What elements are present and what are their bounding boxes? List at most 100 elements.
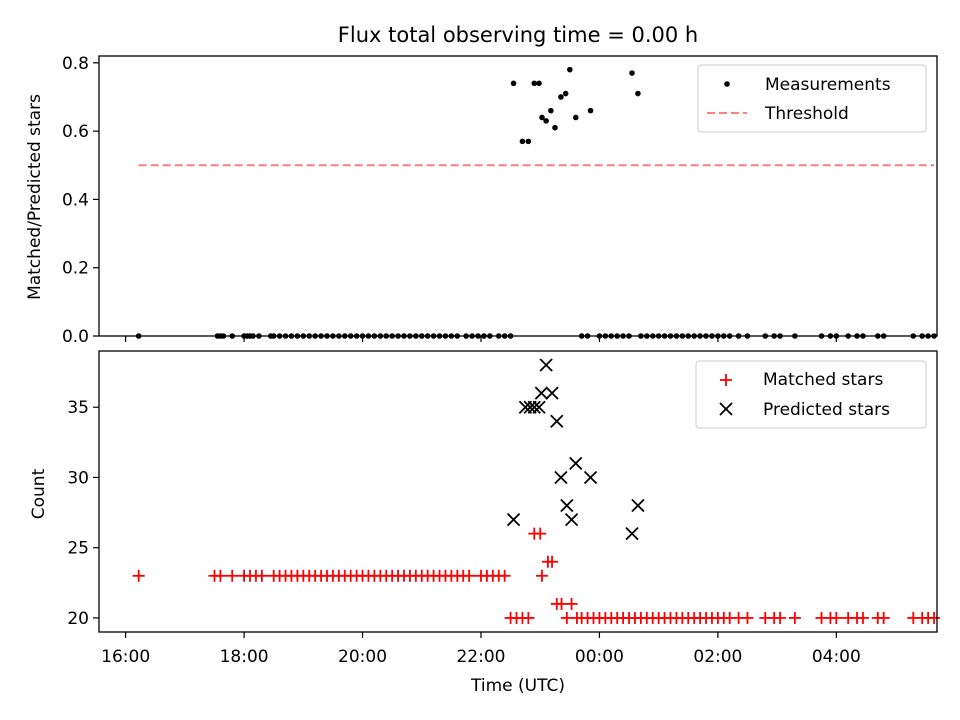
measurement-point-54 [531, 80, 538, 87]
predicted-star-stroke-b [625, 527, 639, 541]
measurement-point-61 [562, 90, 569, 97]
predicted-star-stroke-b [569, 456, 583, 471]
measurement-point-65 [629, 70, 635, 76]
legend-matched-label: Matched stars [763, 370, 883, 390]
matched-star-point-59 [565, 597, 578, 610]
predicted-star-point-13 [583, 470, 598, 485]
matched-star-point-58 [560, 611, 573, 624]
legend-predicted-marker [719, 402, 733, 416]
matched-star-point-7 [255, 569, 268, 582]
predicted-star-point-0 [506, 512, 521, 527]
bottom-plot-marks [132, 358, 941, 624]
measurement-point-53 [525, 138, 532, 145]
legend-predicted-label: Predicted stars [763, 400, 890, 420]
top-ytick-label-0: 0.0 [62, 327, 89, 347]
matched-star-point-91 [774, 611, 787, 624]
measurement-point-59 [552, 124, 558, 131]
xtick-label-6: 04:00 [812, 647, 861, 667]
legend-threshold-label: Threshold [764, 104, 849, 124]
top-plot-panel: 0.00.20.40.60.8 Matched/Predicted stars … [25, 54, 938, 347]
xtick-label-4: 00:00 [575, 647, 624, 667]
xtick-label-1: 18:00 [220, 647, 269, 667]
xtick-label-2: 20:00 [338, 647, 387, 667]
predicted-star-point-4 [532, 400, 546, 414]
bottom-plot-frame [98, 350, 938, 633]
bottom-legend: Matched stars Predicted stars [695, 360, 927, 429]
predicted-star-stroke-b [539, 358, 553, 372]
predicted-star-point-6 [539, 358, 553, 372]
matched-star-point-57 [555, 597, 568, 610]
measurement-point-62 [567, 66, 573, 73]
measurement-point-56 [539, 114, 545, 121]
matched-star-point-55 [546, 555, 559, 568]
xtick-label-5: 02:00 [693, 647, 742, 667]
measurement-point-51 [510, 80, 517, 87]
predicted-star-point-15 [631, 498, 645, 513]
matched-star-point-41 [463, 569, 476, 582]
measurement-point-66 [635, 90, 641, 97]
matched-star-point-50 [522, 611, 535, 624]
measurement-point-57 [543, 118, 549, 124]
matched-star-point-95 [830, 611, 843, 624]
predicted-star-point-5 [534, 386, 549, 400]
predicted-star-point-10 [560, 498, 574, 513]
measurement-point-52 [519, 138, 526, 145]
matched-star-point-2 [214, 569, 227, 582]
top-legend-box [697, 64, 927, 133]
predicted-star-stroke-b [545, 386, 559, 400]
top-ytick-label-4: 0.8 [62, 54, 89, 74]
x-axis-label: Time (UTC) [470, 676, 565, 696]
matched-star-point-88 [741, 611, 754, 624]
predicted-star-stroke-b [560, 498, 574, 513]
matched-star-point-53 [535, 569, 548, 582]
bottom-ytick-label-0: 20 [67, 609, 89, 629]
bottom-y-ticks: 20 25 30 35 [67, 398, 99, 629]
measurement-point-63 [572, 114, 579, 121]
chart-title: Flux total observing time = 0.00 h [338, 23, 698, 47]
top-legend: Measurements Threshold [697, 64, 927, 133]
bottom-ytick-label-2: 30 [67, 468, 89, 488]
bottom-x-ticks: 16:00 18:00 20:00 22:00 00:00 02:00 04:00 [101, 632, 861, 667]
predicted-star-point-3 [527, 400, 541, 414]
bottom-plot-panel: 20 25 30 35 16:00 18:00 20:00 22:00 00:00 02:00 0… [29, 350, 941, 696]
matched-star-point-100 [877, 611, 890, 624]
top-y-axis-label: Matched/Predicted stars [25, 94, 45, 300]
matched-star-point-46 [498, 569, 511, 582]
predicted-star-stroke-b [550, 414, 564, 428]
predicted-star-stroke-b [527, 400, 541, 414]
top-y-ticks: 0.0 0.2 0.4 0.6 0.8 [62, 54, 99, 347]
legend-matched-marker [720, 374, 732, 386]
matched-star-point-98 [856, 611, 869, 624]
legend-measurements-marker [724, 81, 730, 87]
predicted-star-stroke-b [554, 470, 568, 485]
bottom-ytick-label-1: 25 [67, 539, 89, 559]
predicted-star-stroke-b [583, 470, 598, 485]
bottom-ytick-label-3: 35 [67, 398, 89, 418]
xtick-label-3: 22:00 [456, 647, 505, 667]
predicted-star-point-7 [545, 386, 559, 400]
predicted-star-stroke-b [534, 386, 549, 400]
top-ytick-label-3: 0.6 [62, 122, 89, 142]
predicted-star-point-9 [554, 470, 568, 485]
top-x-ticks [125, 336, 837, 342]
xtick-label-0: 16:00 [101, 647, 150, 667]
matched-star-point-92 [788, 611, 801, 624]
predicted-star-point-8 [550, 414, 564, 428]
measurement-point-64 [587, 107, 594, 114]
predicted-star-stroke-b [506, 512, 521, 527]
legend-measurements-label: Measurements [765, 75, 891, 95]
bottom-y-axis-label: Count [29, 468, 49, 519]
predicted-star-point-11 [564, 512, 579, 527]
predicted-star-point-14 [625, 527, 639, 541]
top-plot-frame [98, 55, 938, 337]
predicted-star-stroke-b [631, 498, 645, 513]
matched-star-point-0 [132, 569, 145, 582]
matched-star-point-104 [928, 611, 941, 624]
top-ytick-label-1: 0.2 [62, 259, 89, 279]
measurement-point-55 [536, 80, 542, 87]
measurement-point-58 [548, 107, 554, 114]
bottom-legend-box [695, 360, 927, 429]
predicted-star-stroke-b [532, 400, 546, 414]
predicted-star-stroke-b [564, 512, 579, 527]
